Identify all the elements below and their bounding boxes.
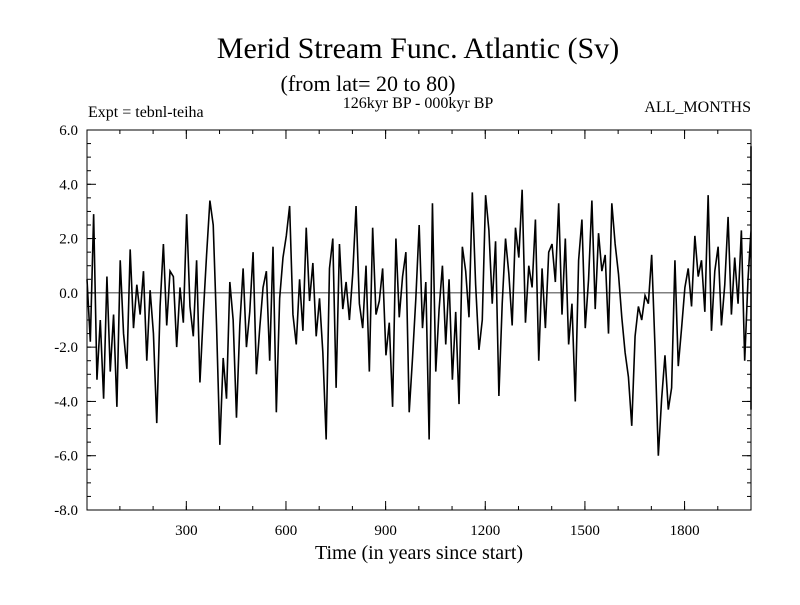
x-axis-label: Time (in years since start) xyxy=(315,542,523,564)
y-tick-label: 4.0 xyxy=(59,177,78,193)
series-line xyxy=(86,146,752,456)
y-tick-label: -8.0 xyxy=(54,503,78,519)
x-tick-label: 1200 xyxy=(470,523,500,539)
x-tick-label: 900 xyxy=(374,523,397,539)
chart-period-label: 126kyr BP - 000kyr BP xyxy=(343,95,494,112)
y-tick-label: 6.0 xyxy=(59,123,78,139)
plot-frame xyxy=(86,129,752,511)
y-tick-label: 2.0 xyxy=(59,232,78,248)
x-tick-label: 600 xyxy=(275,523,298,539)
x-tick-label: 300 xyxy=(175,523,198,539)
y-tick-label: -6.0 xyxy=(54,449,78,465)
x-tick-label: 1800 xyxy=(670,523,700,539)
y-tick-label: -4.0 xyxy=(54,394,78,410)
plot-area: 6.0 4.0 2.0 0.0 -2.0 -4.0 -6.0 -8.0 300 600 900 120… xyxy=(54,123,752,539)
chart-subtitle: (from lat= 20 to 80) xyxy=(281,71,456,96)
chart-experiment-label: Expt = tebnl-teiha xyxy=(88,104,204,121)
chart-months-label: ALL_MONTHS xyxy=(644,99,751,116)
chart-title: Merid Stream Func. Atlantic (Sv) xyxy=(217,32,619,65)
x-tick-label: 1500 xyxy=(570,523,600,539)
y-tick-label: 0.0 xyxy=(59,286,78,302)
y-tick-label: -2.0 xyxy=(54,340,78,356)
